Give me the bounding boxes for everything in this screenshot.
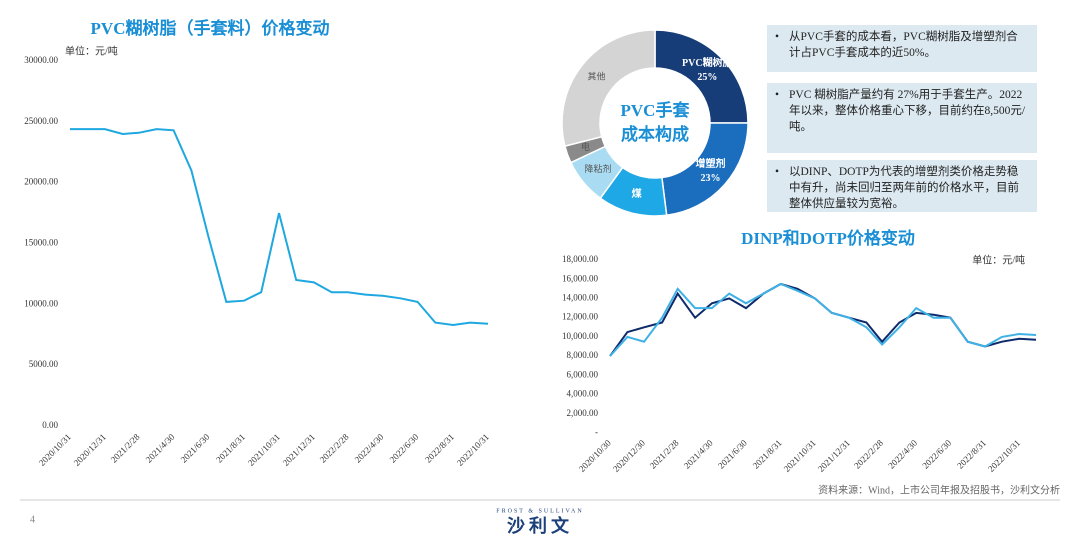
logo-name: 沙利文	[507, 515, 573, 536]
x-tick-label: 2020/12/31	[72, 432, 108, 468]
x-tick-label: 2021/2/28	[648, 437, 681, 470]
chart-title: PVC手套	[621, 100, 691, 120]
x-tick-label: 2021/12/31	[281, 432, 317, 468]
x-tick-label: 2021/8/31	[214, 432, 247, 465]
y-tick-label: 4,000.00	[567, 389, 599, 399]
chart-title: 成本构成	[621, 124, 689, 144]
x-tick-label: 2020/10/30	[577, 437, 613, 473]
y-tick-label: 18,000.00	[562, 254, 599, 264]
x-tick-label: 2022/4/30	[353, 431, 386, 464]
note: PVC 糊树脂产量约有 27%用于手套生产。2022年以来，整体价格重心下移，目…	[767, 83, 1037, 153]
y-tick-label: 6,000.00	[567, 369, 599, 379]
page-number: 4	[30, 514, 35, 525]
pie-slice	[654, 29, 749, 124]
y-tick-label: 12,000.00	[562, 312, 599, 322]
slice-label: 降粘剂	[584, 163, 611, 174]
y-tick-label: 30000.00	[24, 55, 58, 65]
y-tick-label: -	[595, 427, 598, 437]
slice-label: PVC糊树脂	[682, 56, 733, 69]
x-tick-label: 2021/12/31	[816, 438, 852, 474]
x-tick-label: 2020/10/31	[37, 432, 73, 468]
x-tick-label: 2022/4/30	[886, 437, 919, 470]
logo-brand: FROST & SULLIVAN	[496, 508, 583, 514]
unit-label: 单位：元/吨	[65, 44, 118, 57]
chart-title: PVC糊树脂（手套料）价格变动	[91, 18, 330, 38]
pie-slice	[561, 29, 656, 148]
y-tick-label: 10,000.00	[562, 331, 599, 341]
x-tick-label: 2022/8/31	[955, 438, 988, 471]
slice-label: 电	[581, 141, 590, 152]
slice-value: 25%	[697, 72, 717, 83]
y-tick-label: 14,000.00	[562, 293, 599, 303]
note: 从PVC手套的成本看，PVC糊树脂及增塑剂合计占PVC手套成本的近50%。	[767, 25, 1037, 72]
slice-label: 其他	[588, 71, 606, 82]
x-tick-label: 2022/10/31	[455, 432, 491, 468]
y-tick-label: 10000.00	[24, 298, 58, 308]
line-series	[609, 282, 1037, 357]
x-tick-label: 2021/10/31	[246, 432, 282, 468]
x-tick-label: 2022/8/31	[423, 432, 456, 465]
x-tick-label: 2022/2/28	[318, 431, 351, 464]
source: 资料来源：Wind，上市公司年报及招股书，沙利文分析	[818, 483, 1060, 496]
y-tick-label: 2,000.00	[567, 408, 599, 418]
slice-label: 煤	[632, 187, 642, 200]
x-tick-label: 2022/2/28	[852, 437, 885, 470]
x-tick-label: 2020/12/30	[611, 437, 647, 473]
slice-label: 增塑剂	[696, 157, 726, 170]
x-tick-label: 2021/4/30	[144, 431, 177, 464]
y-tick-label: 25000.00	[24, 116, 58, 126]
x-tick-label: 2021/6/30	[716, 437, 749, 470]
y-tick-label: 8,000.00	[567, 350, 599, 360]
unit-label: 单位：元/吨	[972, 253, 1025, 266]
x-tick-label: 2021/2/28	[109, 431, 142, 464]
x-tick-label: 2021/4/30	[682, 437, 715, 470]
x-tick-label: 2021/6/30	[179, 431, 212, 464]
y-tick-label: 5000.00	[29, 359, 59, 369]
y-tick-label: 20000.00	[24, 177, 58, 187]
x-tick-label: 2021/10/31	[782, 438, 818, 474]
chart-title: DINP和DOTP价格变动	[741, 228, 915, 248]
y-tick-label: 16,000.00	[562, 273, 599, 283]
y-tick-label: 0.00	[42, 420, 58, 430]
line-series	[70, 128, 489, 327]
x-tick-label: 2022/10/31	[986, 438, 1022, 474]
note: 以DINP、DOTP为代表的增塑剂类价格走势稳中有升，尚未回归至两年前的价格水平…	[767, 160, 1037, 212]
x-tick-label: 2022/6/30	[920, 437, 953, 470]
y-tick-label: 15000.00	[24, 238, 58, 248]
x-tick-label: 2021/8/31	[751, 438, 784, 471]
x-tick-label: 2022/6/30	[388, 431, 421, 464]
slice-value: 23%	[701, 173, 721, 184]
